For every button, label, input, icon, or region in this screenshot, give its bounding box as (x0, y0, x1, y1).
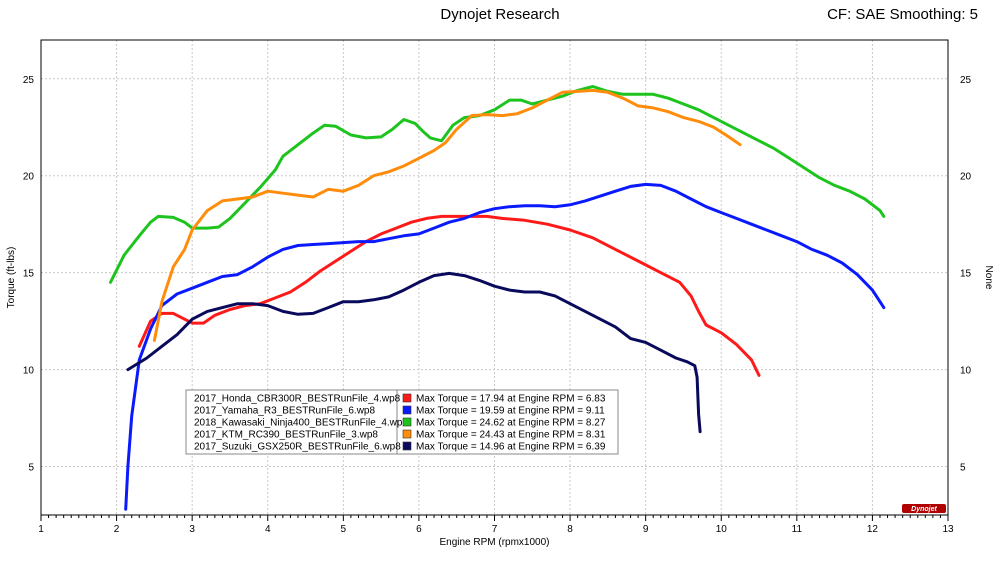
x-tick-labels: 1 2 3 4 5 6 7 8 9 10 11 12 13 (38, 524, 954, 535)
series-line-5 (126, 271, 702, 434)
legend-run-name: 2018_Kawasaki_Ninja400_BESTRunFile_4.wp8 (194, 418, 408, 429)
dynojet-logo: Dynojet (902, 504, 946, 513)
logo-text: Dynojet (911, 506, 937, 513)
x-tick-label: 11 (792, 524, 803, 535)
legend-run-name: 2017_Yamaha_R3_BESTRunFile_6.wp8 (194, 406, 375, 417)
correction-factor-label: CF: SAE Smoothing: 5 (827, 6, 978, 23)
series-line-2 (124, 182, 886, 511)
y2-tick-label: 25 (960, 75, 972, 86)
y-tick-labels-left: 5 10 15 20 25 (23, 75, 35, 474)
legend: 2017_Honda_CBR300R_BESTRunFile_4.wp8 Max … (185, 389, 619, 455)
minor-ticks (40, 515, 949, 521)
legend-swatch (402, 429, 412, 439)
series-line-1 (137, 214, 761, 377)
legend-max-torque: Max Torque = 24.43 at Engine RPM = 8.31 (416, 430, 606, 441)
x-tick-label: 10 (716, 524, 728, 535)
y-tick-label: 15 (23, 269, 35, 280)
legend-run-name: 2017_Honda_CBR300R_BESTRunFile_4.wp8 (194, 394, 401, 405)
legend-swatch (402, 393, 412, 403)
y2-tick-label: 15 (960, 269, 972, 280)
y2-tick-label: 20 (960, 172, 972, 183)
y-tick-label: 20 (23, 172, 35, 183)
legend-run-name: 2017_Suzuki_GSX250R_BESTRunFile_6.wp8 (194, 442, 401, 453)
x-axis-label: Engine RPM (rpmx1000) (439, 537, 549, 548)
x-tick-label: 2 (114, 524, 120, 535)
y2-tick-label: 5 (960, 463, 966, 474)
legend-run-name: 2017_KTM_RC390_BESTRunFile_3.wp8 (194, 430, 378, 441)
series-line-3 (109, 85, 886, 284)
x-tick-label: 1 (38, 524, 44, 535)
y-tick-labels-right: 5 10 15 20 25 (960, 75, 972, 474)
grid (40, 40, 949, 515)
legend-max-torque: Max Torque = 14.96 at Engine RPM = 6.39 (416, 442, 606, 453)
chart-title: Dynojet Research (440, 6, 560, 23)
y-axis-label: Torque (ft-lbs) (6, 247, 17, 309)
y2-axis-label: None (983, 266, 994, 290)
x-tick-label: 6 (416, 524, 422, 535)
y-tick-label: 5 (28, 463, 34, 474)
series-line-4 (152, 88, 742, 342)
x-tick-label: 9 (643, 524, 649, 535)
legend-max-torque: Max Torque = 19.59 at Engine RPM = 9.11 (416, 406, 605, 417)
y-tick-label: 10 (23, 366, 35, 377)
x-tick-label: 5 (341, 524, 347, 535)
y-tick-label: 25 (23, 75, 35, 86)
legend-swatch (402, 441, 412, 451)
legend-swatch (402, 417, 412, 427)
x-tick-label: 3 (189, 524, 195, 535)
legend-swatch (402, 405, 412, 415)
x-tick-label: 8 (567, 524, 573, 535)
x-tick-label: 13 (942, 524, 954, 535)
legend-max-torque: Max Torque = 24.62 at Engine RPM = 8.27 (416, 418, 606, 429)
series-lines (109, 85, 886, 511)
x-tick-label: 4 (265, 524, 271, 535)
legend-max-torque: Max Torque = 17.94 at Engine RPM = 6.83 (416, 394, 606, 405)
legend-box (185, 389, 619, 455)
x-tick-label: 7 (492, 524, 498, 535)
x-tick-label: 12 (867, 524, 879, 535)
y2-tick-label: 10 (960, 366, 972, 377)
